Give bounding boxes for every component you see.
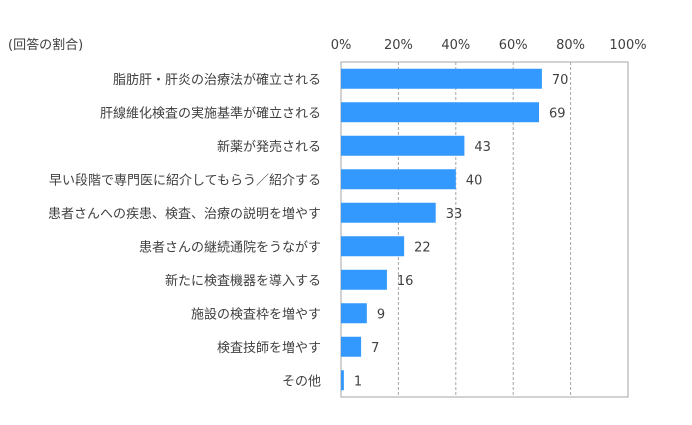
data-label: 70 xyxy=(552,73,569,88)
category-label: 新薬が発売される xyxy=(217,139,321,155)
x-tick-label: 100% xyxy=(609,38,646,53)
data-label: 16 xyxy=(397,274,414,289)
bar xyxy=(341,269,387,290)
data-label: 1 xyxy=(354,374,362,389)
category-label: 患者さんの継続通院をうながす xyxy=(139,240,321,255)
bar xyxy=(341,169,456,190)
unit-label: (回答の割合) xyxy=(8,37,83,53)
data-label: 9 xyxy=(377,307,385,322)
data-label: 43 xyxy=(474,140,491,155)
bar xyxy=(341,202,436,223)
plot-border xyxy=(340,61,629,398)
category-label: 脂肪肝・肝炎の治療法が確立される xyxy=(113,72,321,88)
bar xyxy=(341,370,344,391)
category-label: 患者さんへの疾患、検査、治療の説明を増やす xyxy=(48,206,321,222)
data-label: 7 xyxy=(371,341,379,356)
data-label: 40 xyxy=(466,173,483,188)
bar xyxy=(341,68,542,89)
x-tick-label: 0% xyxy=(331,38,352,53)
category-label: 施設の検査枠を増やす xyxy=(191,306,321,322)
category-label: 肝線維化検査の実施基準が確立される xyxy=(100,105,321,121)
category-label: 新たに検査機器を導入する xyxy=(165,273,321,289)
data-label: 33 xyxy=(446,207,463,222)
x-tick-label: 60% xyxy=(499,38,528,53)
data-label: 69 xyxy=(549,106,566,121)
x-tick-label: 80% xyxy=(556,38,585,53)
category-label: 検査技師を増やす xyxy=(217,341,321,356)
data-label: 22 xyxy=(414,240,431,255)
bar xyxy=(341,102,540,123)
category-label: 早い段階で専門医に紹介してもらう／紹介する xyxy=(49,173,321,188)
bar xyxy=(341,236,405,257)
x-tick-label: 20% xyxy=(384,38,413,53)
bar xyxy=(341,303,367,324)
plot-area: 0% 20% 40% 60% 80% 100% 脂肪肝・肝炎の治療法が確立される 70 肝線維化… xyxy=(48,38,647,398)
x-tick-label: 40% xyxy=(441,38,470,53)
bar xyxy=(341,135,465,156)
category-label: その他 xyxy=(282,374,321,389)
bar xyxy=(341,336,362,357)
